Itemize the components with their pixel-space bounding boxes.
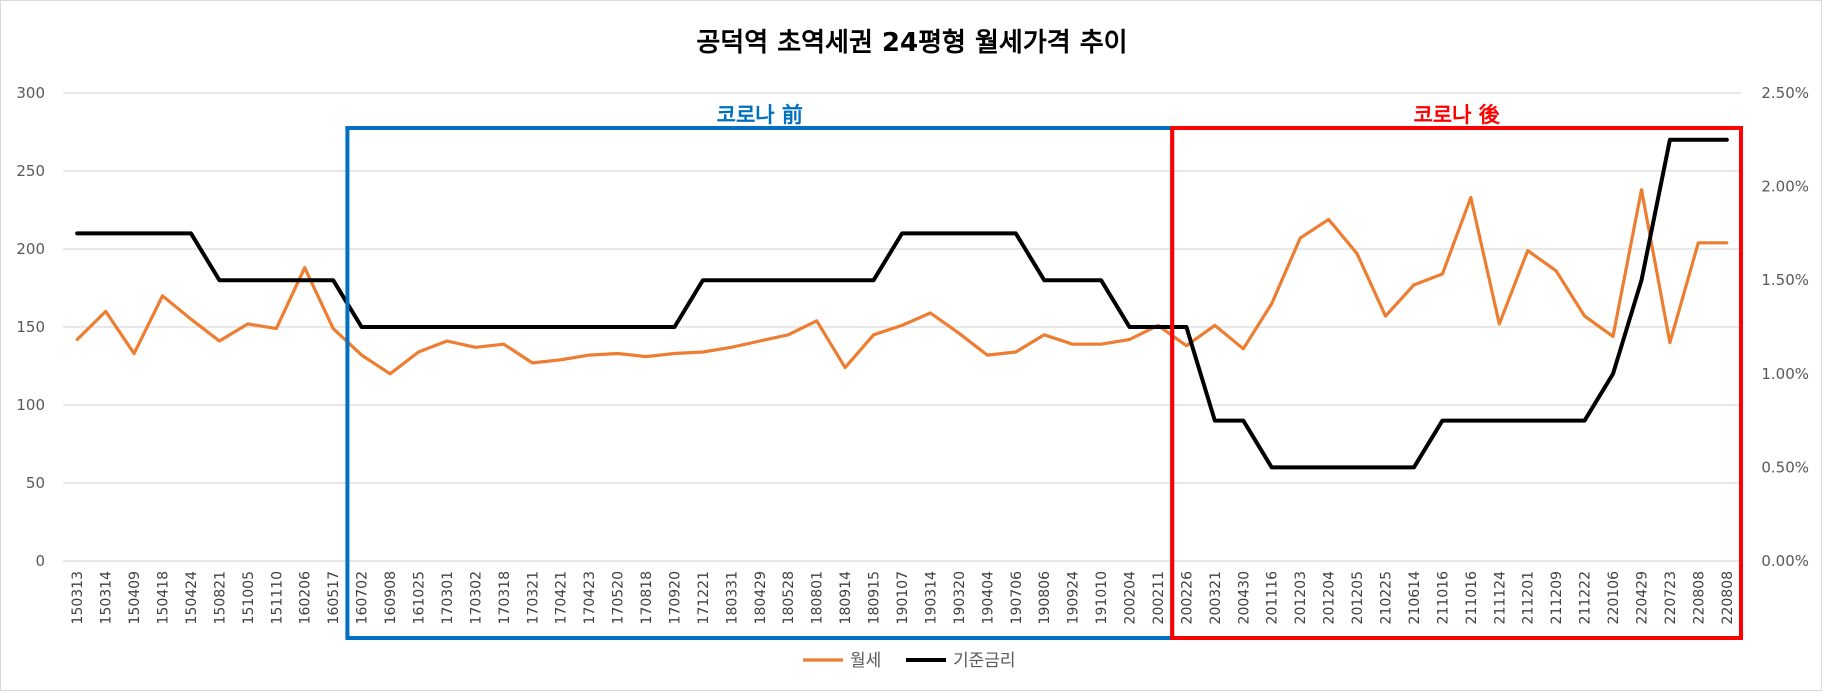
legend-label: 월세 bbox=[850, 651, 881, 671]
x-tick-label: 211016 bbox=[1464, 571, 1480, 625]
y-left-tick-label: 0 bbox=[35, 552, 45, 570]
left-axis-ticks: 0 50 100 150 200 250 300 bbox=[16, 84, 45, 570]
x-tick-label: 160702 bbox=[355, 571, 371, 624]
x-tick-label: 161025 bbox=[412, 571, 428, 624]
legend: 월세 기준금리 bbox=[803, 651, 1016, 671]
x-tick-label: 210225 bbox=[1378, 571, 1394, 624]
x-tick-label: 150424 bbox=[184, 571, 200, 625]
x-tick-label: 190806 bbox=[1037, 571, 1053, 625]
x-tick-label: 190314 bbox=[923, 571, 939, 625]
y-right-tick-label: 0.00% bbox=[1761, 552, 1809, 570]
x-tick-label: 171221 bbox=[696, 571, 712, 624]
period-annotations: 코로나 前 코로나 後 bbox=[347, 103, 1741, 638]
x-tick-label: 200321 bbox=[1208, 571, 1224, 624]
x-tick-label: 190320 bbox=[952, 571, 968, 624]
x-tick-label: 150314 bbox=[99, 571, 115, 625]
x-tick-label: 180429 bbox=[753, 571, 769, 624]
x-tick-label: 220106 bbox=[1606, 571, 1622, 625]
x-axis-ticks: 150313 150314 150409 150418 150424 150821 1510… bbox=[70, 571, 1736, 625]
x-tick-label: 201204 bbox=[1322, 571, 1338, 625]
x-tick-label: 220808 bbox=[1720, 571, 1736, 624]
x-tick-label: 180914 bbox=[838, 571, 854, 625]
right-axis-ticks: 0.00% 0.50% 1.00% 1.50% 2.00% 2.50% bbox=[1761, 84, 1809, 570]
x-tick-label: 170818 bbox=[639, 571, 655, 624]
y-right-tick-label: 0.50% bbox=[1761, 458, 1809, 476]
chart-title: 공덕역 초역세권 24평형 월세가격 추이 bbox=[696, 28, 1127, 58]
x-tick-label: 170423 bbox=[582, 571, 598, 624]
legend-label: 기준금리 bbox=[953, 651, 1016, 671]
y-right-tick-label: 1.00% bbox=[1761, 365, 1809, 383]
x-tick-label: 201205 bbox=[1350, 571, 1366, 624]
x-tick-label: 150313 bbox=[70, 571, 86, 624]
x-tick-label: 200226 bbox=[1179, 571, 1195, 625]
x-tick-label: 200211 bbox=[1151, 571, 1167, 624]
y-left-tick-label: 250 bbox=[16, 162, 45, 180]
y-left-tick-label: 200 bbox=[16, 240, 45, 258]
x-tick-label: 220429 bbox=[1634, 571, 1650, 624]
x-tick-label: 201116 bbox=[1265, 571, 1281, 625]
y-right-tick-label: 2.50% bbox=[1761, 84, 1809, 102]
x-tick-label: 220808 bbox=[1691, 571, 1707, 624]
x-tick-label: 211209 bbox=[1549, 571, 1565, 624]
x-tick-label: 170920 bbox=[667, 571, 683, 624]
x-tick-label: 150821 bbox=[212, 571, 228, 624]
x-tick-label: 200430 bbox=[1236, 571, 1252, 624]
x-tick-label: 190706 bbox=[1009, 571, 1025, 625]
x-tick-label: 180331 bbox=[724, 571, 740, 624]
x-tick-label: 220723 bbox=[1663, 571, 1679, 624]
x-tick-label: 191010 bbox=[1094, 571, 1110, 624]
x-tick-label: 200204 bbox=[1123, 571, 1139, 625]
period-label: 코로나 前 bbox=[717, 103, 803, 127]
x-tick-label: 170421 bbox=[554, 571, 570, 624]
x-tick-label: 180528 bbox=[781, 571, 797, 624]
y-left-tick-label: 300 bbox=[16, 84, 45, 102]
x-tick-label: 160517 bbox=[326, 571, 342, 624]
x-tick-label: 160908 bbox=[383, 571, 399, 624]
y-right-tick-label: 1.50% bbox=[1761, 271, 1809, 289]
x-tick-label: 170321 bbox=[525, 571, 541, 624]
x-tick-label: 170318 bbox=[497, 571, 513, 624]
x-tick-label: 211016 bbox=[1435, 571, 1451, 625]
x-tick-label: 151005 bbox=[241, 571, 257, 624]
rate-series-line bbox=[77, 140, 1727, 468]
series-lines bbox=[77, 140, 1727, 468]
x-tick-label: 150409 bbox=[127, 571, 143, 624]
x-tick-label: 160206 bbox=[298, 571, 314, 625]
x-tick-label: 190924 bbox=[1066, 571, 1082, 625]
x-tick-label: 211222 bbox=[1578, 571, 1594, 624]
y-left-tick-label: 100 bbox=[16, 396, 45, 414]
x-tick-label: 180915 bbox=[867, 571, 883, 624]
y-left-tick-label: 50 bbox=[26, 474, 45, 492]
x-tick-label: 170301 bbox=[440, 571, 456, 624]
x-tick-label: 180801 bbox=[810, 571, 826, 624]
y-left-tick-label: 150 bbox=[16, 318, 45, 336]
x-tick-label: 211124 bbox=[1492, 571, 1508, 625]
x-tick-label: 190404 bbox=[980, 571, 996, 625]
x-tick-label: 190107 bbox=[895, 571, 911, 624]
x-tick-label: 201203 bbox=[1293, 571, 1309, 624]
x-tick-label: 210614 bbox=[1407, 571, 1423, 625]
period-label: 코로나 後 bbox=[1413, 103, 1500, 127]
x-tick-label: 170302 bbox=[468, 571, 484, 624]
x-tick-label: 170520 bbox=[611, 571, 627, 624]
x-tick-label: 151110 bbox=[269, 571, 285, 624]
y-right-tick-label: 2.00% bbox=[1761, 178, 1809, 196]
x-tick-label: 211201 bbox=[1521, 571, 1537, 624]
x-tick-label: 150418 bbox=[156, 571, 172, 624]
